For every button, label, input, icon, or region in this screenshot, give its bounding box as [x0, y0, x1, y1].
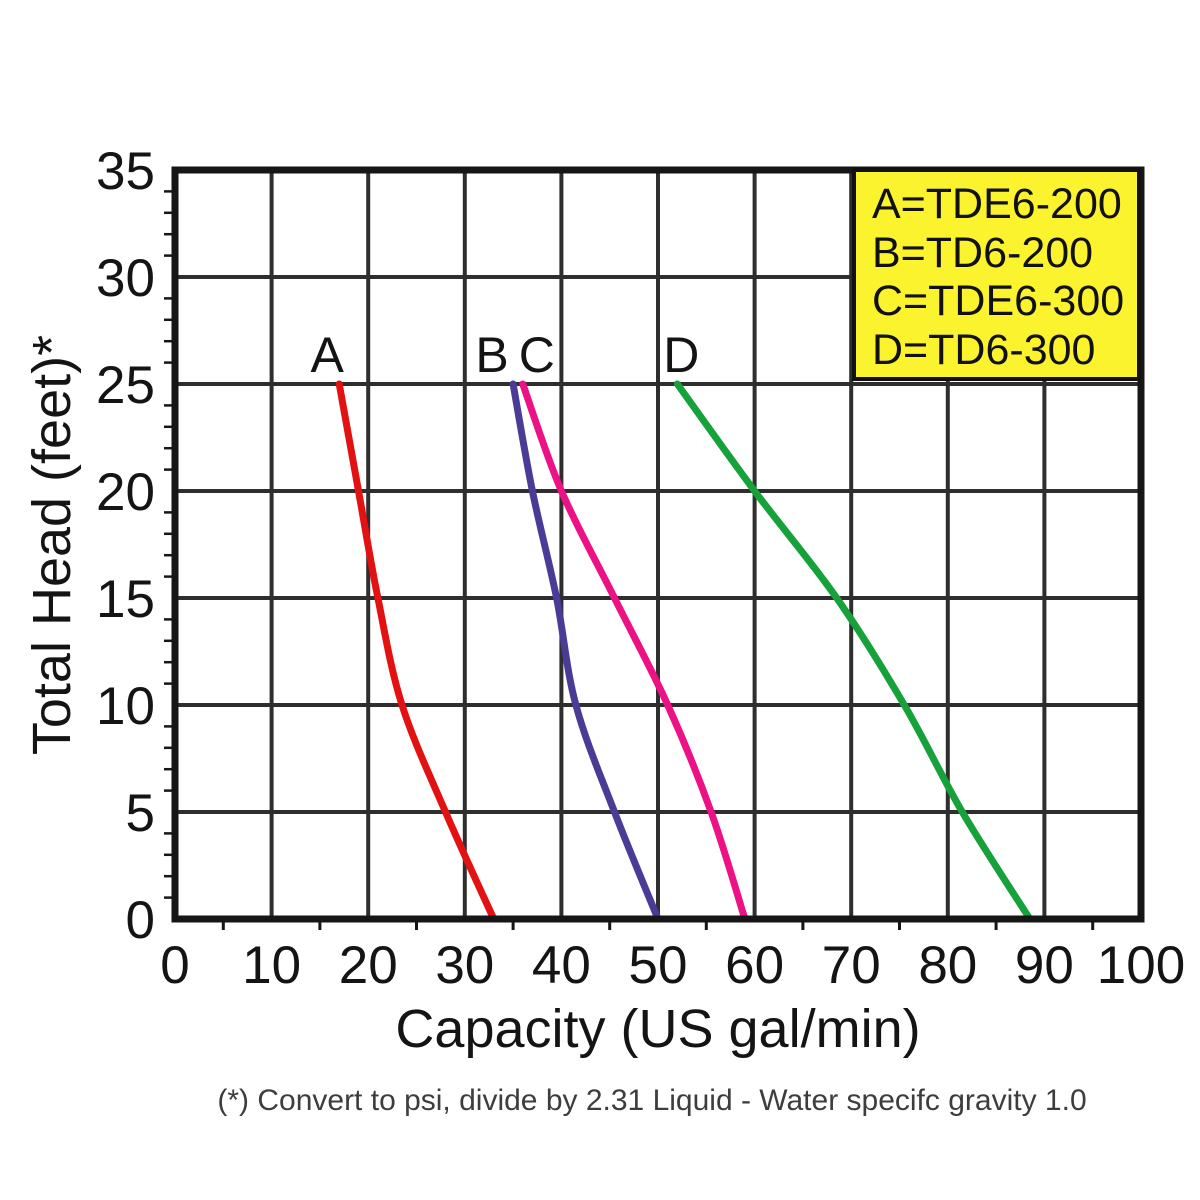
x-tick-labels: 0 10 20 30 40 50 60 70 80 90 100 [160, 936, 1185, 995]
x-tick-label-40: 40 [532, 936, 591, 995]
plot-border-group [171, 166, 1145, 923]
curve-label-B: B [475, 327, 509, 383]
y-tick-label-0: 0 [126, 891, 155, 950]
x-tick-label-20: 20 [339, 936, 398, 995]
y-tick-label-15: 15 [96, 570, 155, 629]
curve-B [509, 380, 662, 923]
x-tick-label-0: 0 [160, 936, 189, 995]
x-axis-title: Capacity (US gal/min) [395, 999, 921, 1059]
y-tick-label-30: 30 [96, 249, 155, 308]
curve-D [673, 380, 1034, 923]
x-tick-label-90: 90 [1015, 936, 1074, 995]
y-tick-label-25: 25 [96, 356, 155, 415]
legend-entry-a: A=TDE6-200 [872, 180, 1122, 228]
x-tick-label-10: 10 [242, 936, 301, 995]
y-tick-label-35: 35 [96, 142, 155, 201]
footnote: (*) Convert to psi, divide by 2.31 Liqui… [217, 1084, 1087, 1117]
y-tick-label-5: 5 [126, 784, 155, 843]
curve-label-D: D [663, 327, 700, 383]
y-tick-labels: 0 5 10 15 20 25 30 35 [96, 142, 155, 950]
y-tick-label-10: 10 [96, 677, 155, 736]
x-tick-label-100: 100 [1097, 936, 1185, 995]
x-tick-label-30: 30 [435, 936, 494, 995]
legend-entry-b: B=TD6-200 [872, 228, 1094, 277]
legend-entry-d: D=TD6-300 [872, 325, 1096, 374]
curve-label-C: C [518, 327, 555, 383]
legend-box: A=TDE6-200 B=TD6-200 C=TDE6-300 D=TD6-30… [852, 168, 1141, 381]
x-tick-label-70: 70 [822, 936, 881, 995]
x-tick-label-60: 60 [725, 936, 784, 995]
legend-entry-c: C=TDE6-300 [872, 277, 1125, 325]
x-tick-label-80: 80 [918, 936, 977, 995]
y-tick-label-20: 20 [96, 463, 155, 522]
y-axis-title: Total Head (feet)* [22, 334, 82, 756]
x-tick-label-50: 50 [629, 936, 688, 995]
curve-C [519, 380, 749, 923]
curve-label-A: A [310, 327, 344, 383]
curve-A [335, 380, 498, 923]
curves [335, 380, 1034, 923]
plot-border [171, 166, 1145, 923]
